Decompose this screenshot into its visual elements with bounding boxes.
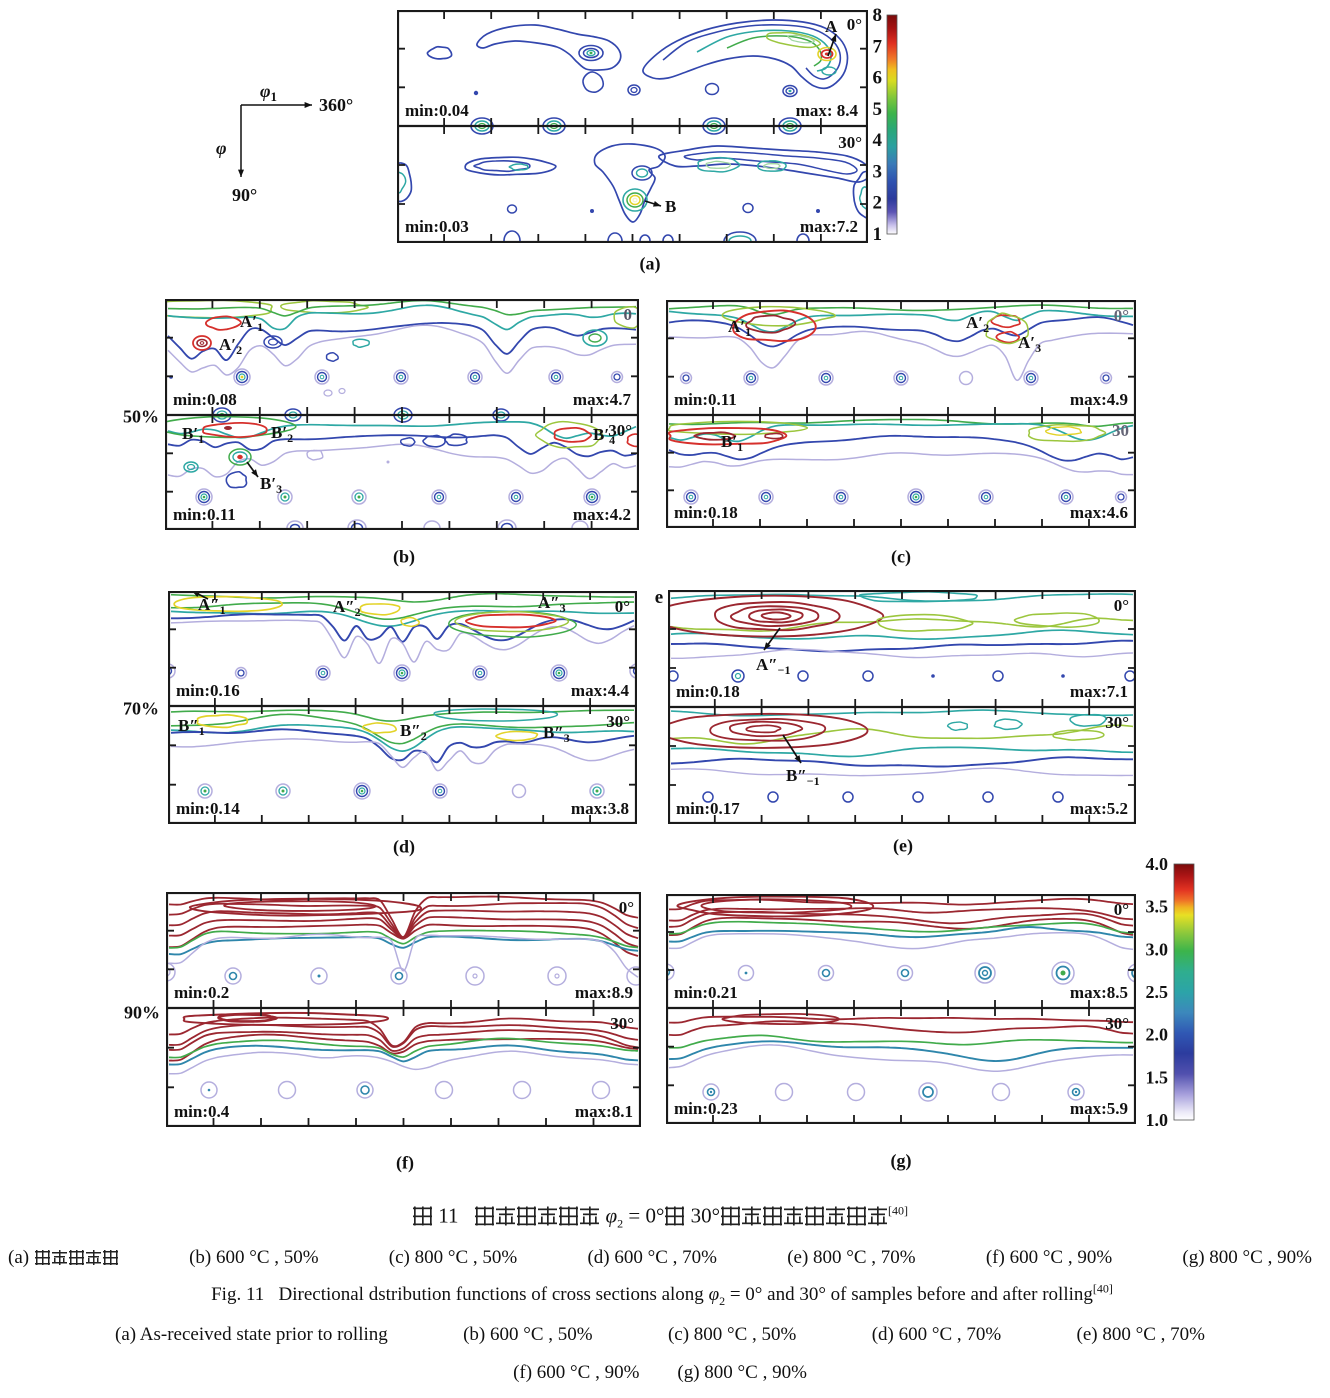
svg-text:B″1: B″1 <box>178 716 205 738</box>
svg-text:0°: 0° <box>847 15 862 34</box>
svg-text:min:0.03: min:0.03 <box>405 217 469 236</box>
svg-text:max:4.9: max:4.9 <box>1070 390 1128 409</box>
svg-text:30°: 30° <box>606 712 630 731</box>
svg-text:30°: 30° <box>1105 713 1129 732</box>
svg-text:min:0.11: min:0.11 <box>173 505 236 524</box>
svg-text:1.5: 1.5 <box>1146 1067 1169 1087</box>
svg-text:max:3.8: max:3.8 <box>571 799 629 818</box>
svg-text:30°: 30° <box>610 1014 634 1033</box>
svg-text:30°: 30° <box>608 421 632 440</box>
svg-text:4.0: 4.0 <box>1146 854 1169 874</box>
svg-text:3: 3 <box>873 161 883 182</box>
svg-text:2.5: 2.5 <box>1146 982 1169 1002</box>
svg-text:max:4.7: max:4.7 <box>573 390 632 409</box>
svg-text:φ: φ <box>216 138 227 158</box>
svg-text:7: 7 <box>873 36 883 57</box>
svg-text:8: 8 <box>873 5 883 26</box>
svg-text:2: 2 <box>873 193 883 214</box>
svg-text:max:8.1: max:8.1 <box>575 1102 633 1121</box>
svg-text:min:0.04: min:0.04 <box>405 101 469 120</box>
svg-text:A″3: A″3 <box>538 593 566 615</box>
svg-text:A″−1: A″−1 <box>756 655 791 677</box>
svg-text:A′1: A′1 <box>728 317 751 339</box>
svg-text:min:0.17: min:0.17 <box>676 799 740 818</box>
svg-text:min:0.16: min:0.16 <box>176 681 240 700</box>
svg-text:A: A <box>825 17 838 36</box>
svg-text:max:5.2: max:5.2 <box>1070 799 1128 818</box>
svg-text:min:0.23: min:0.23 <box>674 1099 738 1118</box>
svg-text:A″2: A″2 <box>333 597 361 619</box>
svg-text:30: 30 <box>1112 421 1129 440</box>
svg-text:0°: 0° <box>615 597 630 616</box>
svg-text:90°: 90° <box>232 185 257 205</box>
svg-text:min:0.21: min:0.21 <box>674 983 738 1002</box>
svg-text:0°: 0° <box>1114 596 1129 615</box>
svg-text:1: 1 <box>873 224 883 245</box>
svg-text:B: B <box>665 197 676 216</box>
svg-text:min:0.18: min:0.18 <box>674 503 738 522</box>
svg-text:min:0.2: min:0.2 <box>174 983 229 1002</box>
svg-text:max:4.2: max:4.2 <box>573 505 631 524</box>
svg-text:max:8.9: max:8.9 <box>575 983 633 1002</box>
svg-text:min:0.4: min:0.4 <box>174 1102 230 1121</box>
svg-text:max:4.4: max:4.4 <box>571 681 630 700</box>
svg-text:A′2: A′2 <box>219 335 242 357</box>
svg-text:B′1: B′1 <box>721 432 743 454</box>
svg-text:4: 4 <box>873 130 883 151</box>
svg-text:0°: 0° <box>1114 900 1129 919</box>
svg-text:5: 5 <box>873 99 883 120</box>
svg-text:6: 6 <box>873 68 883 89</box>
svg-text:B″3: B″3 <box>543 723 570 745</box>
svg-text:φ1: φ1 <box>260 81 277 104</box>
svg-text:1.0: 1.0 <box>1146 1110 1169 1130</box>
svg-text:0°: 0° <box>619 898 634 917</box>
svg-text:B′3: B′3 <box>260 474 282 496</box>
svg-text:max:4.6: max:4.6 <box>1070 503 1128 522</box>
svg-text:max:5.9: max:5.9 <box>1070 1099 1128 1118</box>
svg-text:0: 0 <box>624 305 633 324</box>
svg-text:B″−1: B″−1 <box>786 766 820 788</box>
svg-text:B′1: B′1 <box>182 424 204 446</box>
svg-text:max:8.5: max:8.5 <box>1070 983 1128 1002</box>
svg-text:max: 8.4: max: 8.4 <box>796 101 859 120</box>
svg-text:30°: 30° <box>1105 1014 1129 1033</box>
svg-text:B″2: B″2 <box>400 721 427 743</box>
svg-text:A′3: A′3 <box>1018 333 1041 355</box>
svg-text:min:0.11: min:0.11 <box>674 390 737 409</box>
svg-text:min:0.14: min:0.14 <box>176 799 240 818</box>
svg-text:min:0.08: min:0.08 <box>173 390 237 409</box>
svg-text:30°: 30° <box>838 133 862 152</box>
svg-text:A′2: A′2 <box>966 313 989 335</box>
svg-text:max:7.1: max:7.1 <box>1070 682 1128 701</box>
svg-text:max:7.2: max:7.2 <box>800 217 858 236</box>
svg-text:360°: 360° <box>319 95 353 115</box>
svg-text:3.5: 3.5 <box>1146 897 1169 917</box>
svg-text:3.0: 3.0 <box>1146 939 1169 959</box>
svg-text:A″1: A″1 <box>198 595 226 617</box>
svg-text:0°: 0° <box>1114 306 1129 325</box>
svg-text:2.0: 2.0 <box>1146 1025 1169 1045</box>
svg-text:min:0.18: min:0.18 <box>676 682 740 701</box>
